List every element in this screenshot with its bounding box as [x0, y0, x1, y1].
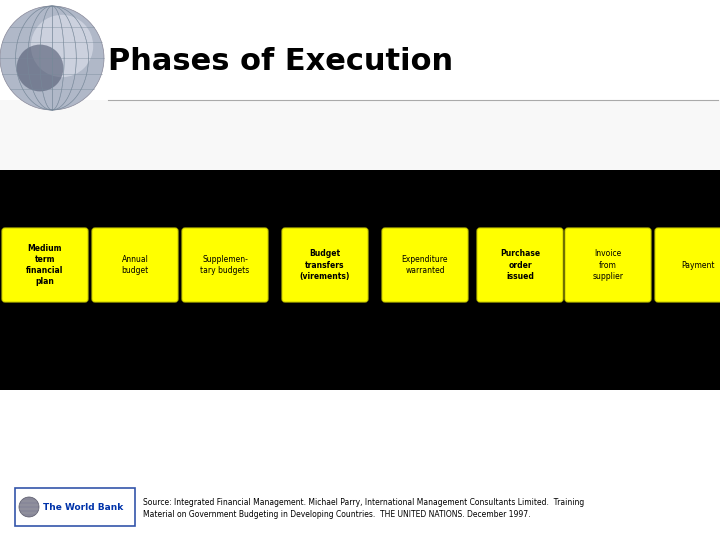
FancyBboxPatch shape — [565, 228, 651, 302]
Circle shape — [19, 497, 39, 517]
Text: Medium
term
financial
plan: Medium term financial plan — [27, 244, 63, 286]
FancyBboxPatch shape — [655, 228, 720, 302]
Text: Supplemen-
tary budgets: Supplemen- tary budgets — [200, 255, 250, 275]
Circle shape — [31, 15, 93, 77]
Text: Purchase
order
issued: Purchase order issued — [500, 249, 540, 281]
Bar — [15, 488, 135, 526]
Text: Invoice
from
supplier: Invoice from supplier — [593, 249, 624, 281]
Text: Material on Government Budgeting in Developing Countries.  THE UNITED NATIONS. D: Material on Government Budgeting in Deve… — [143, 510, 531, 519]
FancyBboxPatch shape — [182, 228, 268, 302]
Text: The World Bank: The World Bank — [43, 503, 123, 511]
FancyBboxPatch shape — [477, 228, 563, 302]
Text: Phases of Execution: Phases of Execution — [108, 48, 453, 77]
Text: Budget
transfers
(virements): Budget transfers (virements) — [300, 249, 350, 281]
Text: Source: Integrated Financial Management. Michael Parry, International Management: Source: Integrated Financial Management.… — [143, 498, 584, 507]
Text: Expenditure
warranted: Expenditure warranted — [402, 255, 449, 275]
Text: Payment: Payment — [681, 260, 715, 269]
Bar — [0, 100, 720, 170]
Text: Annual
budget: Annual budget — [122, 255, 148, 275]
FancyBboxPatch shape — [92, 228, 178, 302]
FancyBboxPatch shape — [2, 228, 88, 302]
Bar — [0, 170, 720, 390]
FancyBboxPatch shape — [282, 228, 368, 302]
FancyBboxPatch shape — [382, 228, 468, 302]
Circle shape — [17, 45, 63, 91]
Circle shape — [0, 6, 104, 110]
